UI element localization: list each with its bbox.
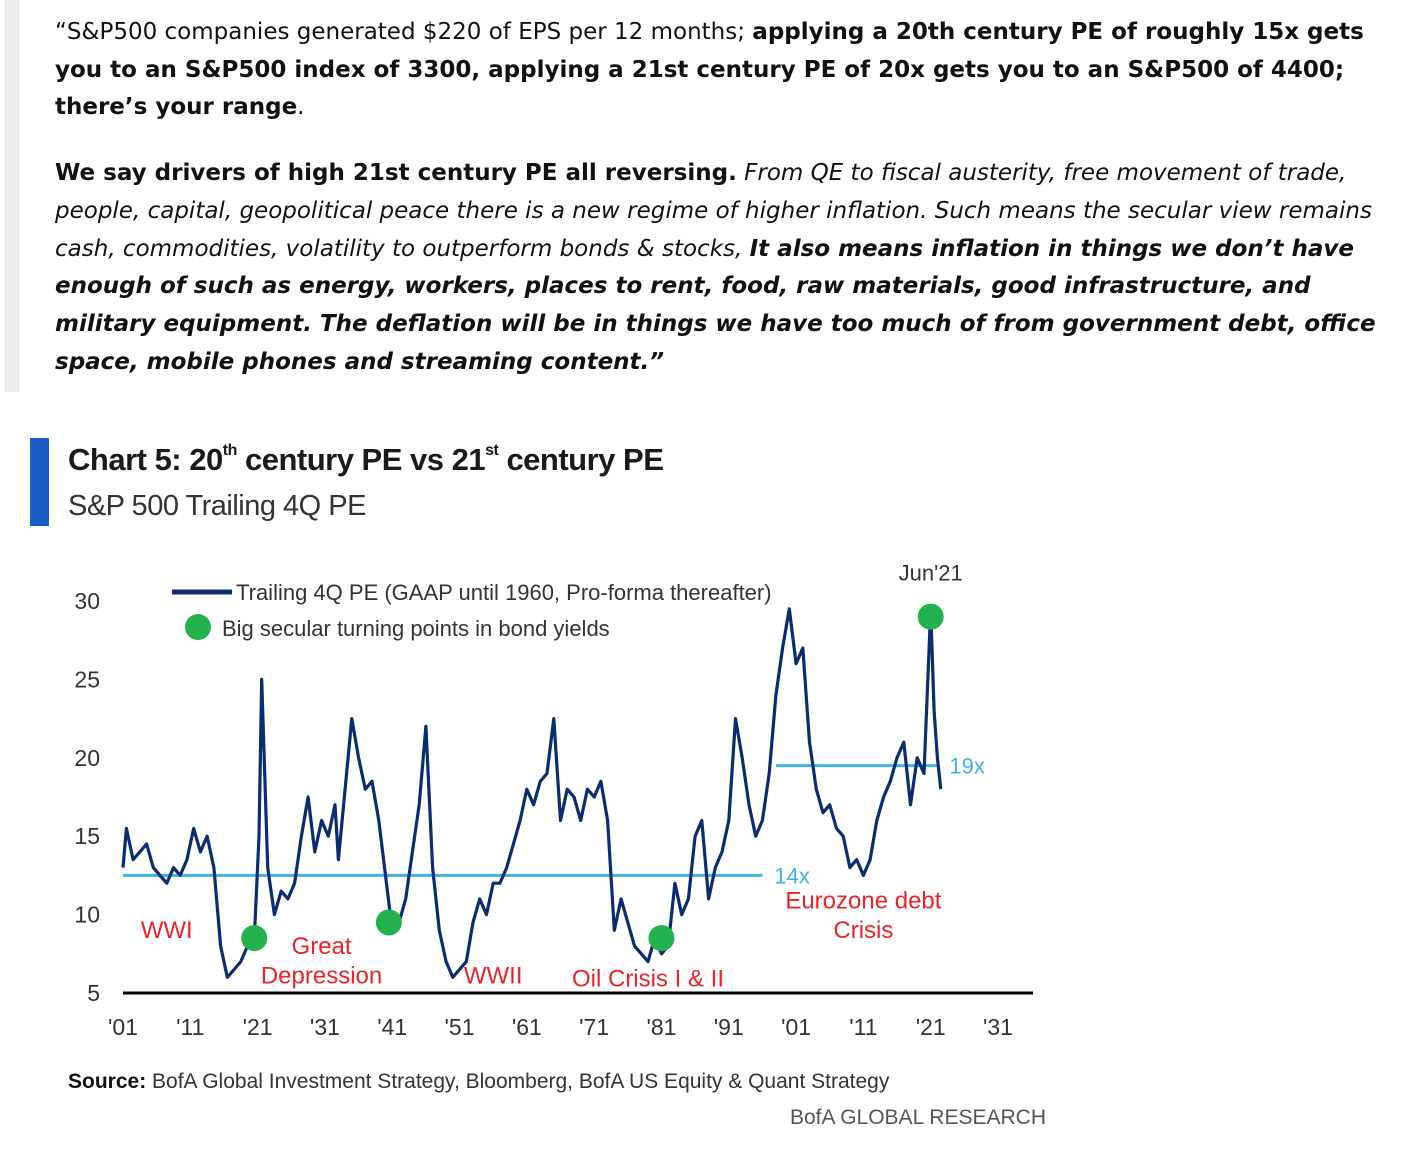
turning-point-dot (917, 603, 944, 630)
source-text: BofA Global Investment Strategy, Bloombe… (146, 1070, 890, 1093)
x-tick-label: '01 (108, 1014, 138, 1040)
chart-title-sup: st (485, 441, 499, 459)
chart-annotation: Eurozone debt (785, 887, 941, 914)
y-tick-label: 5 (87, 980, 100, 1006)
turning-point-dot (241, 925, 268, 952)
quote-segment: applying a 20th century PE of roughly 15… (55, 19, 1364, 121)
x-tick-label: '71 (579, 1014, 609, 1040)
legend-dot-swatch (185, 614, 211, 640)
y-tick-label: 10 (74, 902, 100, 928)
x-tick-label: '61 (512, 1014, 542, 1040)
quote-segment: “S&P500 companies generated $220 of EPS … (55, 19, 753, 45)
x-tick-label: '21 (916, 1014, 946, 1040)
quote-segment: We say drivers of high 21st century PE a… (55, 160, 737, 187)
x-tick-label: '11 (849, 1014, 877, 1040)
quote-block: “S&P500 companies generated $220 of EPS … (0, 0, 1426, 392)
chart-title-accent-bar (30, 438, 49, 526)
pe-line-chart: 5 10 15 20 25 30 '01 '11 '21 '31 '41 '51 '61 '71 '81 '9… (74, 561, 1033, 1040)
series-line (121, 607, 943, 979)
y-tick-label: 30 (74, 588, 100, 614)
quote-paragraph-1: “S&P500 companies generated $220 of EPS … (55, 14, 1400, 127)
reference-line-label: 14x (774, 863, 809, 888)
chart-container: Chart 5: 20th century PE vs 21st century… (0, 430, 1426, 1160)
chart-subtitle: S&P 500 Trailing 4Q PE (68, 490, 366, 522)
chart-annotation: WWII (464, 963, 523, 990)
x-tick-label: '41 (377, 1014, 407, 1040)
chart-title-part: century PE vs 21 (236, 442, 486, 477)
legend-line-label: Trailing 4Q PE (GAAP until 1960, Pro-for… (236, 580, 772, 605)
y-tick-label: 15 (74, 823, 100, 849)
research-credit: BofA GLOBAL RESEARCH (790, 1106, 1046, 1129)
turning-point-dot (648, 925, 675, 952)
chart-annotation: Oil Crisis I & II (572, 966, 724, 993)
x-tick-label: '31 (310, 1014, 340, 1040)
y-tick-label: 25 (74, 666, 100, 692)
chart-source: Source: BofA Global Investment Strategy,… (68, 1070, 889, 1094)
x-tick-label: '21 (243, 1014, 273, 1040)
quote-segment: It also means inflation in things we don… (55, 235, 1376, 375)
quote-bar (5, 0, 19, 392)
legend-dot-label: Big secular turning points in bond yield… (222, 616, 610, 641)
turning-point-dot (375, 909, 402, 936)
chart-title-sup: th (222, 441, 238, 459)
quote-text: “S&P500 companies generated $220 of EPS … (55, 14, 1400, 381)
x-tick-label: '91 (714, 1014, 744, 1040)
chart-title: Chart 5: 20th century PE vs 21st century… (68, 441, 664, 478)
x-tick-label: '31 (983, 1014, 1013, 1040)
source-label: Source: (68, 1070, 147, 1093)
quote-paragraph-2: We say drivers of high 21st century PE a… (55, 155, 1400, 381)
chart-annotation: Depression (261, 963, 382, 990)
reference-line-label: 19x (949, 754, 984, 779)
chart-annotation: Crisis (833, 917, 893, 944)
quote-segment: From QE to fiscal austerity, free moveme… (55, 160, 1372, 262)
x-tick-label: '01 (781, 1014, 811, 1040)
x-tick-label: '51 (445, 1014, 475, 1040)
x-tick-label: '81 (646, 1014, 676, 1040)
chart-title-part: Chart 5: 20 (68, 442, 223, 477)
x-tick-label: '11 (176, 1014, 204, 1040)
chart-title-part: century PE (498, 442, 664, 477)
chart-annotation: WWI (141, 917, 193, 944)
chart-annotation: Jun'21 (899, 561, 963, 586)
quote-segment: . (297, 94, 305, 121)
chart-annotation: Great (292, 933, 352, 960)
y-tick-label: 20 (74, 745, 100, 771)
